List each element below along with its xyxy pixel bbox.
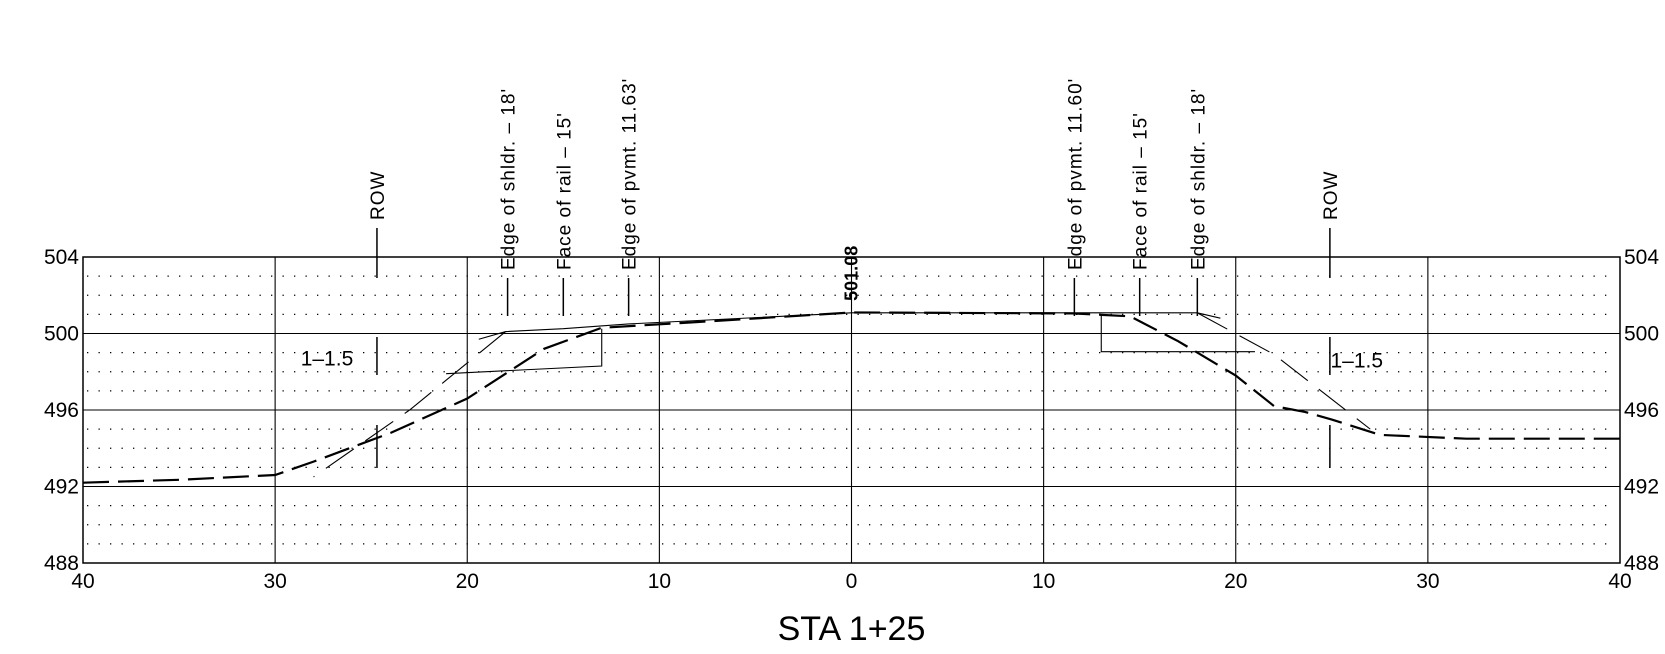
side-slope-line — [1197, 312, 1371, 430]
callout-label: Edge of shldr. – 18' — [1188, 88, 1209, 270]
offset-tick-label: 10 — [1032, 570, 1055, 593]
row-label: ROW — [368, 171, 389, 220]
side-slope-line — [313, 331, 507, 478]
major-grid-lines — [83, 257, 1620, 563]
offset-tick-label: 10 — [648, 570, 671, 593]
station-title: STA 1+25 — [778, 610, 926, 648]
offset-tick-label: 20 — [1224, 570, 1247, 593]
callout-label: Edge of shldr. – 18' — [499, 88, 520, 270]
offset-axis: 40 30 20 10 0 10 20 30 40 — [71, 570, 1631, 593]
row-label: ROW — [1321, 171, 1342, 220]
elevation-tick-label: 492 — [44, 476, 79, 499]
offset-tick-label: 0 — [846, 570, 858, 593]
elevation-tick-label: 496 — [1624, 399, 1659, 422]
elevation-axis-right: 488 492 496 500 504 — [1624, 246, 1659, 575]
elevation-tick-label: 504 — [44, 246, 79, 269]
section-line — [1100, 314, 1255, 353]
elevation-tick-label: 488 — [1624, 552, 1659, 575]
existing-ground-line — [82, 311, 1620, 484]
section-line — [478, 312, 1221, 340]
slope-labels: 1–1.5 1–1.5 — [301, 347, 1383, 372]
elevation-tick-label: 492 — [1624, 476, 1659, 499]
section-line — [446, 328, 603, 375]
slope-label: 1–1.5 — [1331, 349, 1384, 372]
elevation-tick-label: 500 — [1624, 323, 1659, 346]
slope-label: 1–1.5 — [301, 347, 354, 370]
proposed-section — [313, 312, 1371, 478]
elevation-tick-label: 504 — [1624, 246, 1659, 269]
elevation-tick-label: 496 — [44, 399, 79, 422]
offset-tick-label: 30 — [1416, 570, 1439, 593]
callout-label: Edge of pvmt. 11.63' — [620, 78, 641, 270]
callout-label: Edge of pvmt. 11.60' — [1065, 78, 1086, 270]
offset-tick-label: 40 — [71, 570, 94, 593]
callout-label: Face of rail – 15' — [1131, 112, 1152, 270]
callout-label: Face of rail – 15' — [554, 112, 575, 270]
centerline-elevation: 501.08 — [842, 246, 862, 301]
offset-tick-label: 20 — [456, 570, 479, 593]
offset-tick-label: 40 — [1608, 570, 1631, 593]
elevation-axis-left: 488 492 496 500 504 — [44, 246, 79, 575]
elevation-tick-label: 488 — [44, 552, 79, 575]
plot-frame — [82, 256, 1621, 564]
elevation-tick-label: 500 — [44, 323, 79, 346]
offset-tick-label: 30 — [263, 570, 286, 593]
annotation-callouts: ROW Edge of shldr. – 18' Face of rail – 15… — [368, 78, 1342, 468]
